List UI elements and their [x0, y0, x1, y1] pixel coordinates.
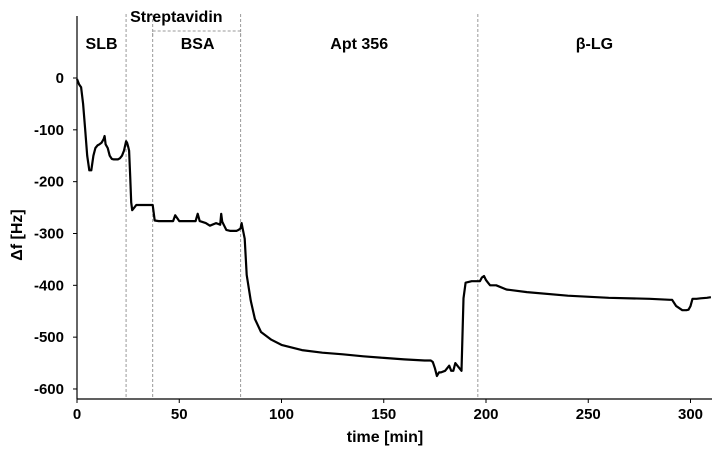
- x-tick-label-3: 150: [371, 406, 396, 423]
- x-tick-label-1: 50: [171, 406, 188, 423]
- x-tick-label-0: 0: [73, 406, 81, 423]
- phase-label-2: BSA: [181, 36, 215, 53]
- y-tick-label-0: 0: [56, 70, 64, 87]
- y-tick-label-6: -600: [34, 381, 64, 398]
- phase-boundaries: [125, 14, 479, 399]
- x-tick-label-2: 100: [269, 406, 294, 423]
- y-tick-label-1: -100: [34, 122, 64, 139]
- phase-label-1: Streptavidin: [130, 9, 222, 26]
- bsa-bracket: [152, 30, 242, 36]
- y-axis-ticks: 0 -100 -200 -300 -400 -500 -600: [34, 70, 77, 398]
- phase-label-0: SLB: [86, 36, 118, 53]
- phase-label-4: β-LG: [576, 36, 613, 53]
- x-tick-label-5: 250: [576, 406, 601, 423]
- data-layer: [75, 78, 712, 378]
- x-tick-label-6: 300: [678, 406, 703, 423]
- x-axis-ticks: 0 50 100 150 200 250 300: [73, 399, 703, 423]
- series-line-0: [75, 78, 712, 378]
- y-tick-label-2: -200: [34, 174, 64, 191]
- phase-labels: SLB Streptavidin BSA Apt 356 β-LG: [86, 9, 614, 53]
- axes: [76, 16, 712, 400]
- phase-label-3: Apt 356: [330, 36, 388, 53]
- y-tick-label-4: -400: [34, 277, 64, 294]
- x-axis-title: time [min]: [347, 429, 423, 446]
- y-tick-label-3: -300: [34, 225, 64, 242]
- x-tick-label-4: 200: [473, 406, 498, 423]
- y-axis-title: Δf [Hz]: [9, 209, 26, 260]
- bsa-bracket-line: [152, 30, 242, 36]
- y-tick-label-5: -500: [34, 329, 64, 346]
